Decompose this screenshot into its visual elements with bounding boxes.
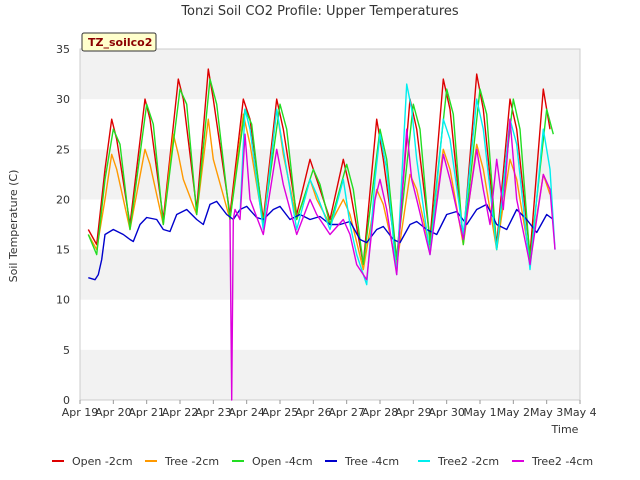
grid-band bbox=[80, 49, 580, 100]
grid-band bbox=[80, 149, 580, 200]
legend: Open -2cm Tree -2cm Open -4cm Tree -4cm Tree… bbox=[52, 455, 593, 468]
legend-label: Tree2 -4cm bbox=[531, 455, 593, 468]
y-axis: 0 5 10 15 20 25 30 35 bbox=[56, 43, 70, 407]
x-tick-label: Apr 25 bbox=[262, 406, 299, 419]
site-label-box: TZ_soilco2 bbox=[81, 32, 157, 52]
y-tick-label: 5 bbox=[63, 344, 70, 357]
chart-title: Tonzi Soil CO2 Profile: Upper Temperatur… bbox=[180, 4, 459, 19]
x-tick-label: Apr 29 bbox=[395, 406, 432, 419]
x-tick-label: May 2 bbox=[497, 406, 530, 419]
legend-label: Tree -4cm bbox=[344, 455, 399, 468]
y-tick-label: 15 bbox=[56, 244, 70, 257]
x-tick-label: Apr 19 bbox=[62, 406, 99, 419]
y-tick-label: 30 bbox=[56, 93, 70, 106]
site-label: TZ_soilco2 bbox=[88, 36, 152, 49]
x-tick-label: Apr 26 bbox=[295, 406, 332, 419]
series-line-tree-4cm bbox=[88, 200, 554, 281]
y-axis-label: Soil Temperature (C) bbox=[7, 170, 20, 283]
plot-background-bands bbox=[80, 49, 580, 400]
series-line-open-4cm bbox=[87, 78, 554, 266]
x-tick-label: Apr 23 bbox=[195, 406, 232, 419]
x-tick-label: Apr 24 bbox=[228, 406, 265, 419]
legend-label: Open -4cm bbox=[252, 455, 313, 468]
x-tick-label: Apr 21 bbox=[128, 406, 165, 419]
grid-band bbox=[80, 349, 580, 400]
x-tick-label: Apr 20 bbox=[95, 406, 132, 419]
y-tick-label: 20 bbox=[56, 193, 70, 206]
x-tick-label: May 4 bbox=[563, 406, 596, 419]
plot-frame bbox=[79, 48, 581, 401]
x-tick-label: May 1 bbox=[463, 406, 496, 419]
y-tick-label: 35 bbox=[56, 43, 70, 56]
legend-label: Tree2 -2cm bbox=[437, 455, 499, 468]
x-tick-label: Apr 30 bbox=[428, 406, 465, 419]
legend-label: Open -2cm bbox=[72, 455, 133, 468]
series-lines bbox=[87, 68, 556, 401]
y-tick-label: 0 bbox=[63, 394, 70, 407]
x-tick-label: Apr 22 bbox=[162, 406, 199, 419]
x-axis-label: Time bbox=[551, 423, 579, 436]
x-tick-label: Apr 27 bbox=[328, 406, 365, 419]
x-tick-label: May 3 bbox=[530, 406, 563, 419]
series-line-tree2-4cm bbox=[229, 118, 556, 401]
y-tick-label: 10 bbox=[56, 294, 70, 307]
series-line-tree2-2cm bbox=[239, 83, 556, 286]
x-tick-label: Apr 28 bbox=[362, 406, 399, 419]
legend-label: Tree -2cm bbox=[164, 455, 219, 468]
y-tick-label: 25 bbox=[56, 143, 70, 156]
grid-band bbox=[80, 249, 580, 300]
